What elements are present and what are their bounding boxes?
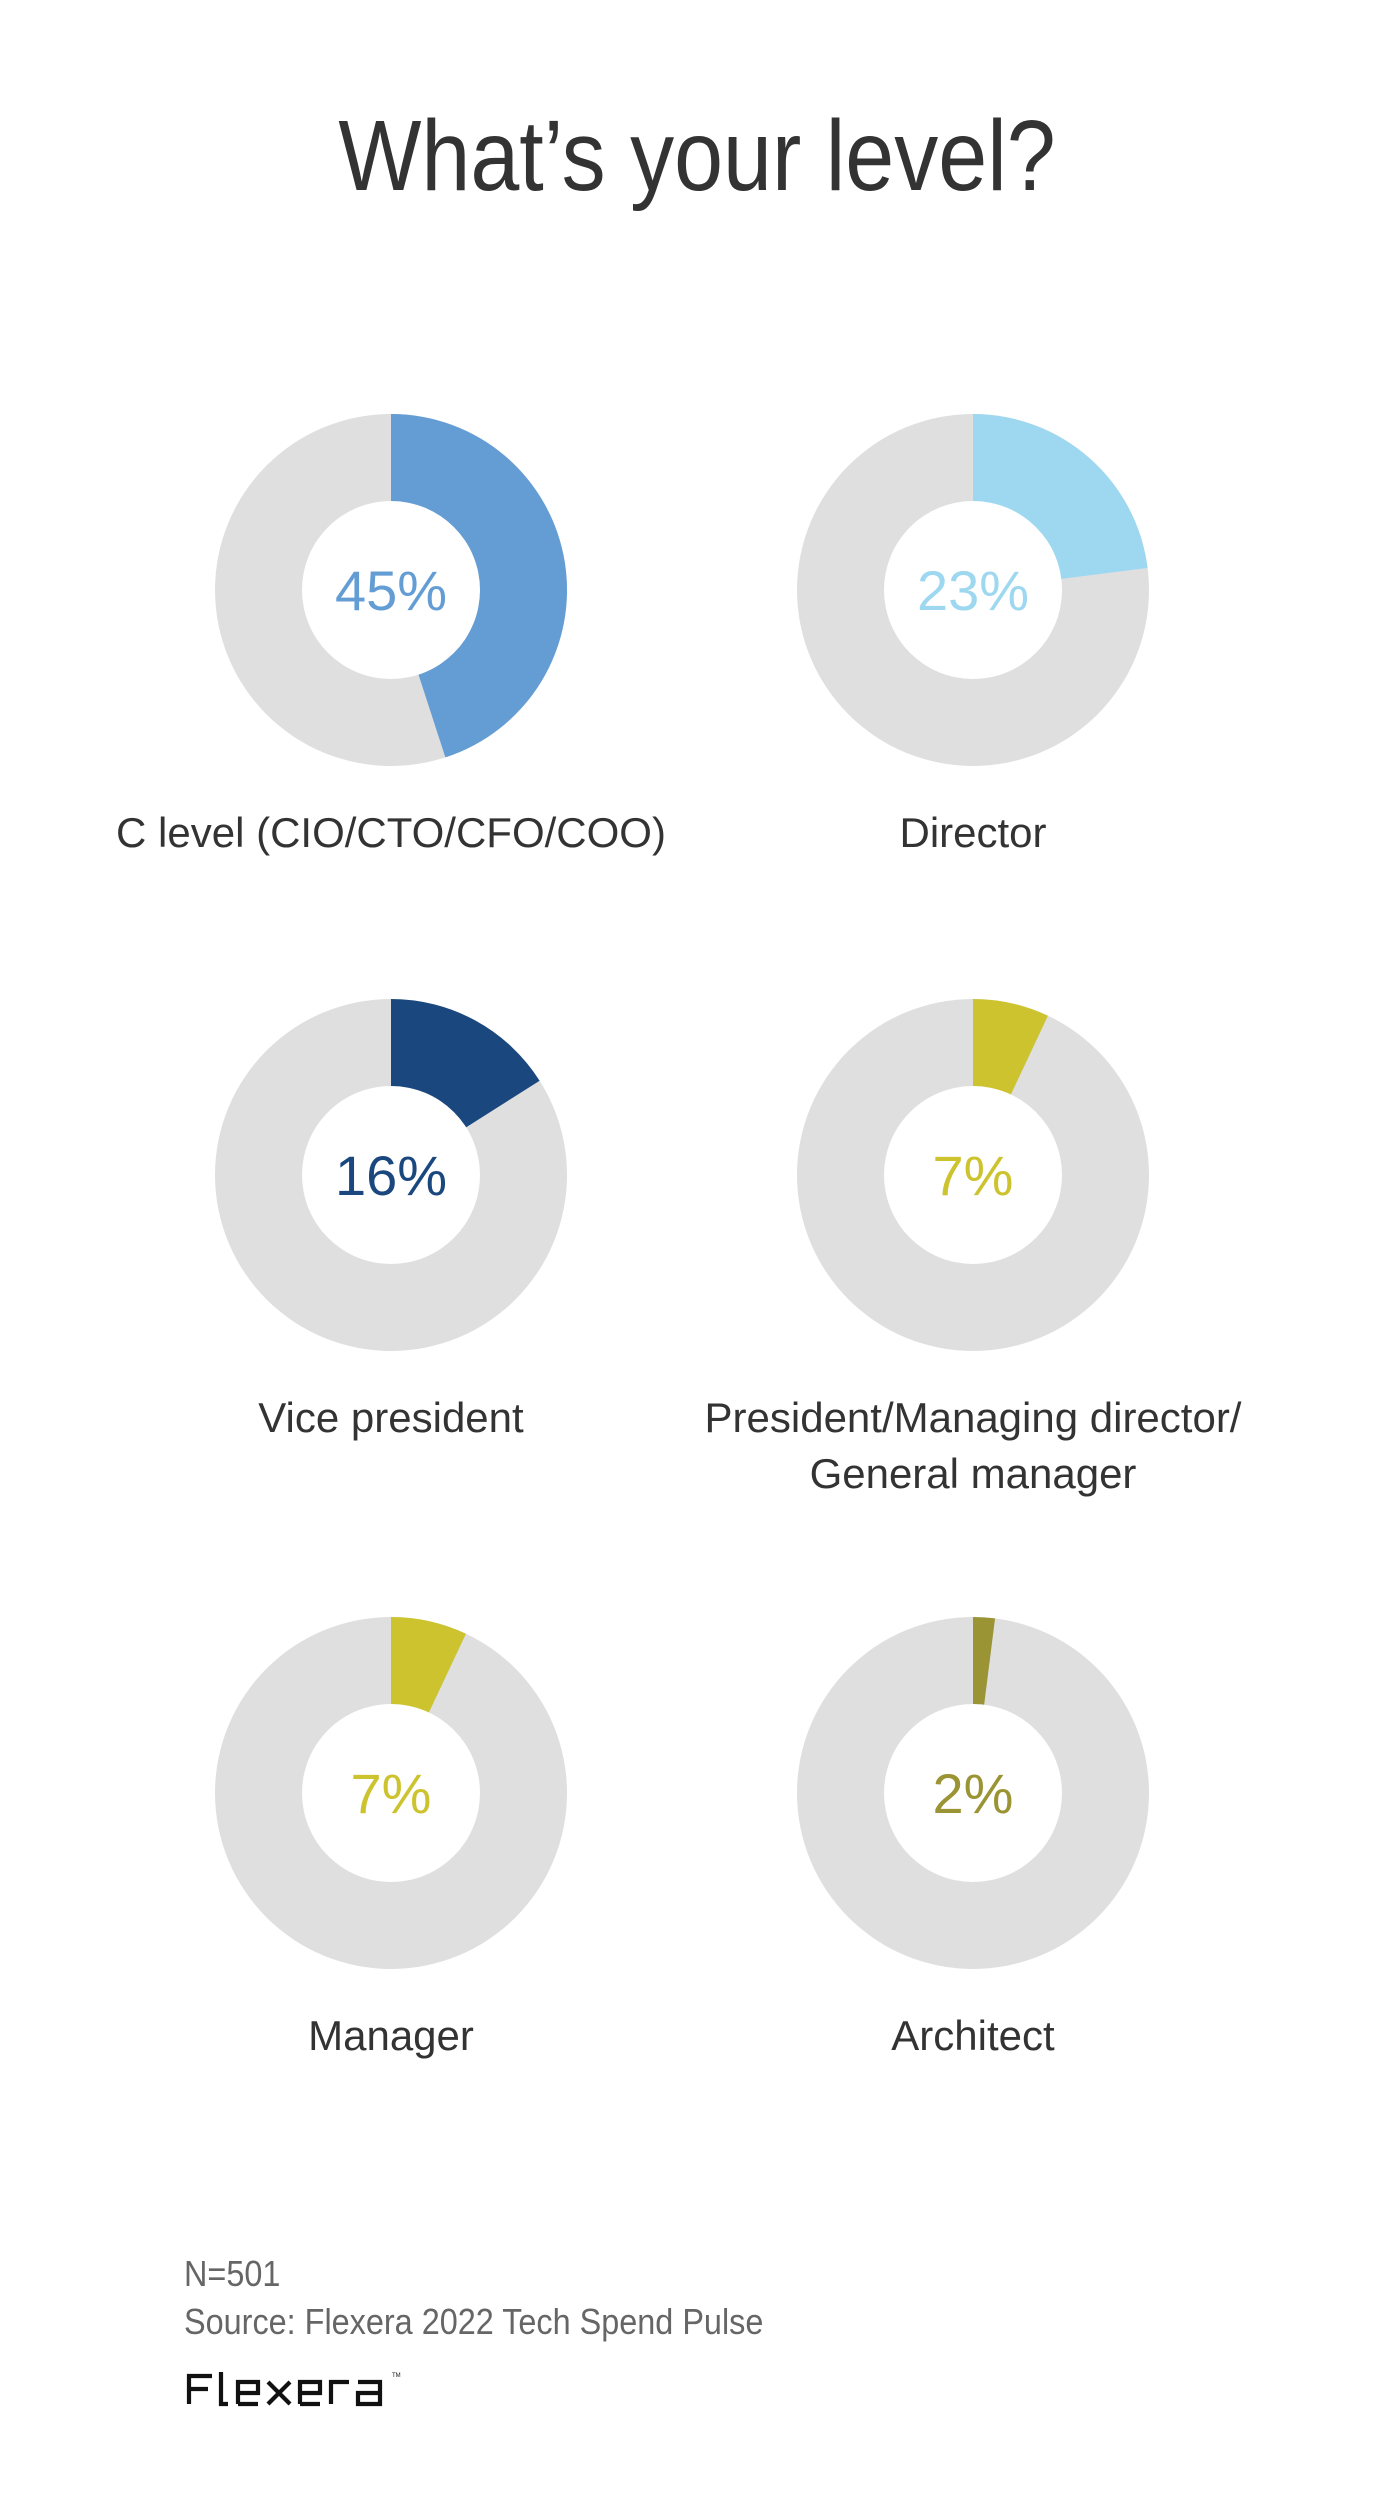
donut-architect: 2% Architect xyxy=(797,1617,1149,2059)
data-label: 23% xyxy=(917,559,1029,622)
data-label: 2% xyxy=(933,1762,1014,1825)
category-label: Architect xyxy=(891,2012,1055,2059)
donut-hole xyxy=(302,501,480,679)
page-title: What’s your level? xyxy=(338,100,1056,212)
donut-hole xyxy=(884,501,1062,679)
category-label: Vice president xyxy=(258,1394,524,1441)
donut-hole xyxy=(884,1704,1062,1882)
data-label: 45% xyxy=(335,559,447,622)
category-label: Director xyxy=(899,809,1046,856)
category-label: President/Managing director/ xyxy=(705,1394,1242,1441)
data-label: 7% xyxy=(351,1762,432,1825)
source-note: Source: Flexera 2022 Tech Spend Pulse xyxy=(184,2301,764,2342)
donut-director: 23% Director xyxy=(797,414,1149,856)
donut-manager: 7% Manager xyxy=(215,1617,567,2059)
donut-hole xyxy=(884,1086,1062,1264)
donut-hole xyxy=(302,1086,480,1264)
flexera-logo: TM xyxy=(186,2372,401,2407)
category-label: Manager xyxy=(308,2012,474,2059)
donut-c-level-cio-cto-cfo-coo: 45% C level (CIO/CTO/CFO/COO) xyxy=(116,414,666,856)
donut-president-managing-director-general-manager: 7% President/Managing director/General ma… xyxy=(705,999,1242,1497)
category-label: C level (CIO/CTO/CFO/COO) xyxy=(116,809,666,856)
donut-chart-grid: 45% C level (CIO/CTO/CFO/COO) 23% Director 1… xyxy=(116,414,1242,2059)
donut-vice-president: 16% Vice president xyxy=(215,998,567,1441)
sample-size-note: N=501 xyxy=(184,2253,281,2294)
svg-text:TM: TM xyxy=(392,2373,401,2379)
category-label: General manager xyxy=(810,1450,1137,1497)
data-label: 7% xyxy=(933,1144,1014,1207)
donut-hole xyxy=(302,1704,480,1882)
data-label: 16% xyxy=(335,1144,447,1207)
